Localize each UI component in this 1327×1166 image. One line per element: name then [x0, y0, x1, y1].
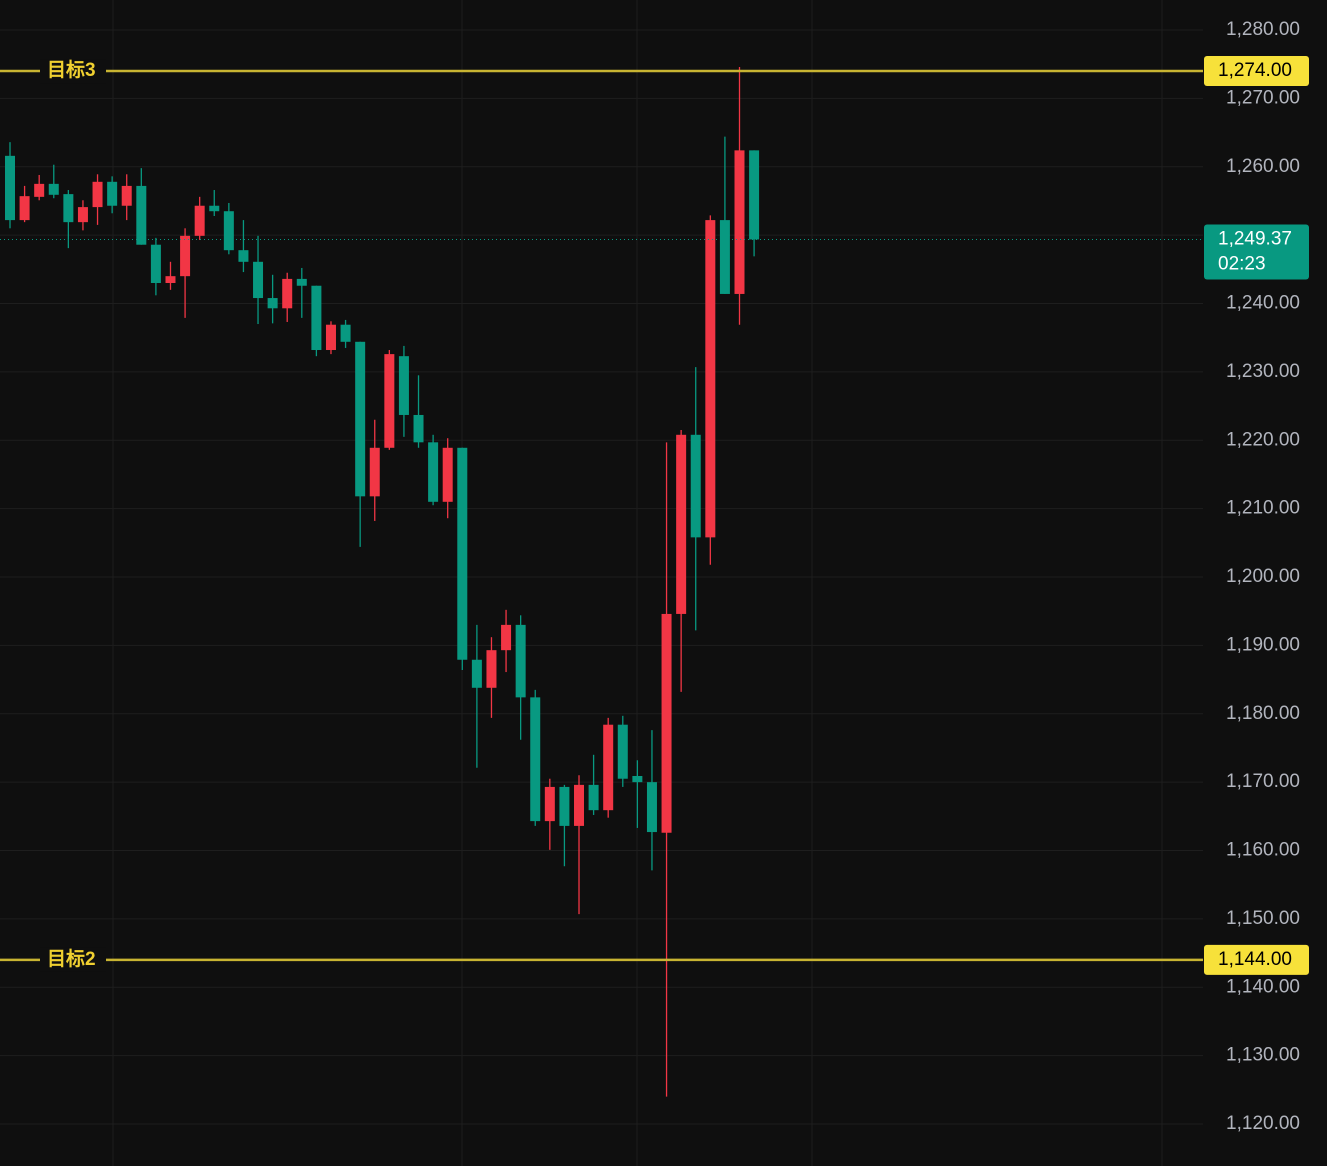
candle-body [471, 659, 482, 688]
y-tick-label: 1,220.00 [1226, 429, 1300, 450]
candle-body [501, 624, 512, 651]
y-tick-label: 1,280.00 [1226, 19, 1300, 40]
candle-body [282, 278, 293, 309]
y-tick-label: 1,200.00 [1226, 566, 1300, 587]
target-label: 目标2 [47, 948, 96, 970]
candle-body [530, 697, 541, 822]
y-tick-label: 1,240.00 [1226, 293, 1300, 314]
candle-body [515, 624, 526, 698]
candle-body [734, 150, 745, 294]
y-tick-label: 1,160.00 [1226, 840, 1300, 861]
y-tick-label: 1,190.00 [1226, 634, 1300, 655]
target-price-label: 1,274.00 [1218, 60, 1292, 81]
y-tick-label: 1,150.00 [1226, 908, 1300, 929]
candle-body [107, 181, 118, 206]
candle-body [150, 244, 161, 284]
target-price-label: 1,144.00 [1218, 949, 1292, 970]
candle-body [355, 341, 366, 497]
candle-body [340, 324, 351, 342]
target-label: 目标3 [47, 59, 96, 81]
candle-body [676, 434, 687, 614]
candle-body [63, 194, 74, 223]
candle-body [92, 181, 103, 208]
candle-body [559, 786, 570, 826]
last-price-box [1204, 224, 1309, 280]
y-tick-label: 1,130.00 [1226, 1045, 1300, 1066]
candle-body [544, 786, 555, 822]
countdown-label: 02:23 [1218, 253, 1266, 274]
candle-body [325, 324, 336, 351]
candle-body [5, 155, 15, 221]
y-tick-label: 1,230.00 [1226, 361, 1300, 382]
y-tick-label: 1,140.00 [1226, 976, 1300, 997]
y-tick-label: 1,180.00 [1226, 703, 1300, 724]
candle-body [296, 278, 307, 286]
candle-body [690, 434, 701, 538]
time-grid [112, 0, 1163, 1166]
target-label-bg [40, 947, 106, 972]
candle-body [34, 183, 45, 197]
candle-body [267, 298, 278, 309]
candle-body [749, 150, 760, 240]
candle-body [77, 207, 88, 223]
candle-body [442, 447, 453, 502]
candle-body [238, 250, 249, 262]
candle-body [719, 220, 730, 294]
candle-body [428, 442, 439, 502]
last-price-label: 1,249.37 [1218, 228, 1292, 249]
candle-body [486, 650, 497, 688]
candle-body [311, 285, 322, 351]
candle-body [369, 447, 380, 497]
candle-body [136, 185, 147, 245]
candle-body [223, 211, 234, 251]
candle-body [588, 784, 599, 811]
candle-body [646, 782, 657, 833]
candle-body [617, 724, 628, 779]
y-tick-label: 1,260.00 [1226, 156, 1300, 177]
candle-body [48, 183, 59, 195]
candle-body [398, 356, 409, 415]
candle-body [121, 185, 132, 206]
y-tick-label: 1,210.00 [1226, 498, 1300, 519]
candle-body [705, 220, 716, 538]
candle-body [253, 261, 264, 299]
candle-body [632, 775, 643, 783]
candle-body [209, 205, 220, 212]
candle-body [19, 196, 30, 221]
candle-body [180, 235, 191, 277]
candle-body [661, 613, 672, 833]
candle-body [574, 784, 585, 826]
target-price-box [1204, 944, 1309, 975]
candle-body [603, 724, 614, 811]
candle-body [194, 205, 205, 236]
candle-body [457, 447, 468, 660]
target-price-box [1204, 56, 1309, 87]
y-tick-label: 1,170.00 [1226, 771, 1300, 792]
candle-body [165, 276, 176, 284]
target-label-bg [40, 59, 106, 84]
candle-body [384, 354, 395, 448]
candle-body [413, 414, 424, 443]
y-tick-label: 1,270.00 [1226, 87, 1300, 108]
y-tick-label: 1,120.00 [1226, 1113, 1300, 1134]
